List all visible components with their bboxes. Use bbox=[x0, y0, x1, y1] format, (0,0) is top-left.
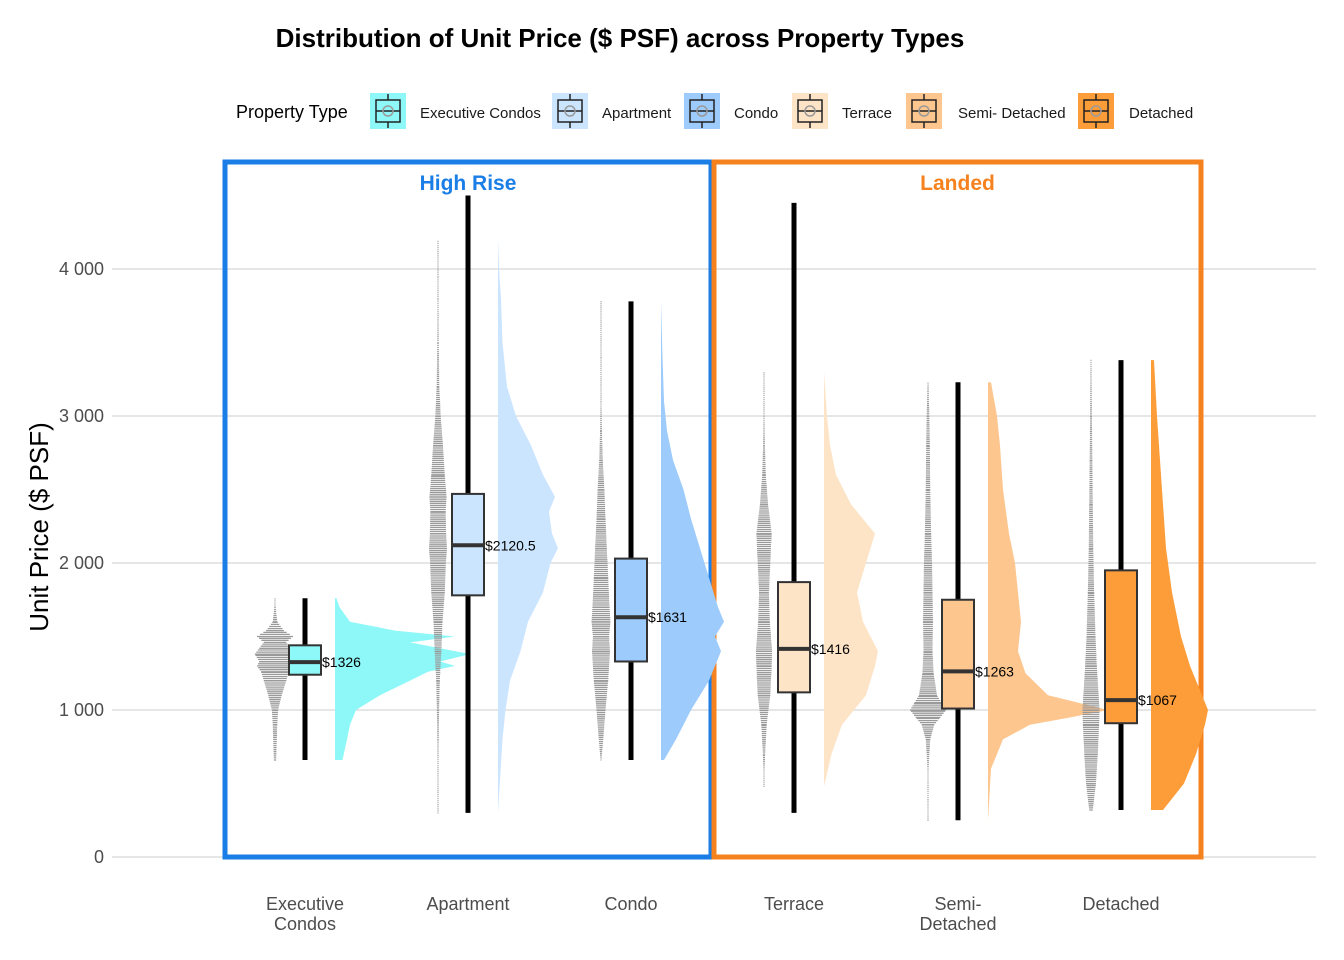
y-axis: 0 1 000 2 000 3 000 4 000 bbox=[59, 259, 104, 867]
median-label-apartment: $2120.5 bbox=[485, 537, 536, 553]
box-executive-condos bbox=[288, 644, 322, 676]
box-semi-detached bbox=[941, 598, 975, 710]
legend-key-apartment bbox=[552, 93, 588, 129]
median-label-terrace: $1416 bbox=[811, 641, 850, 657]
box-condo bbox=[614, 557, 648, 663]
x-tick-label-terrace: Terrace bbox=[764, 894, 824, 914]
y-tick-label: 0 bbox=[94, 847, 104, 867]
category-semi-detached: $1263 bbox=[910, 382, 1108, 821]
points-terrace bbox=[755, 372, 773, 788]
y-axis-label: Unit Price ($ PSF) bbox=[24, 422, 54, 632]
legend-label-semi-detached: Semi- Detached bbox=[958, 105, 1066, 122]
points-executive-condos bbox=[254, 598, 296, 761]
legend-label-terrace: Terrace bbox=[842, 105, 892, 122]
legend-title: Property Type bbox=[236, 102, 348, 122]
x-tick-label-detached: Detached bbox=[1082, 894, 1159, 914]
legend-point bbox=[1090, 105, 1102, 117]
points-semi-detached bbox=[910, 382, 946, 821]
legend-key-condo bbox=[684, 93, 720, 129]
category-condo: $1631 bbox=[591, 300, 724, 761]
box-terrace bbox=[777, 581, 811, 694]
y-tick-label: 3 000 bbox=[59, 406, 104, 426]
points-condo bbox=[591, 300, 611, 761]
legend-key-executive-condos bbox=[370, 93, 406, 129]
points-detached bbox=[1082, 359, 1100, 811]
legend-point bbox=[804, 105, 816, 117]
density-executive-condos bbox=[335, 598, 470, 760]
category-terrace: $1416 bbox=[755, 202, 878, 813]
legend-key-detached bbox=[1078, 93, 1114, 129]
legend-key-terrace bbox=[792, 93, 828, 129]
legend-label-apartment: Apartment bbox=[602, 105, 672, 122]
category-apartment: $2120.5 bbox=[429, 195, 558, 814]
x-tick-label-semi-detached: Semi-Detached bbox=[919, 894, 996, 934]
group-frame-high-rise bbox=[222, 159, 714, 860]
box-detached bbox=[1104, 569, 1138, 725]
legend-point bbox=[564, 105, 576, 117]
y-tick-label: 4 000 bbox=[59, 259, 104, 279]
group-label-high-rise: High Rise bbox=[420, 172, 517, 195]
x-axis: Executive Condos Apartment Condo Terrace Semi… bbox=[266, 894, 1160, 934]
x-tick-label-apartment: Apartment bbox=[426, 894, 509, 914]
legend-label-executive-condos: Executive Condos bbox=[420, 105, 541, 122]
legend-point bbox=[918, 105, 930, 117]
legend-key-semi-detached bbox=[906, 93, 942, 129]
density-detached bbox=[1151, 360, 1208, 810]
plot-marks: $1326 $2120.5 $1631 $1416 $1263 $1067 bbox=[254, 195, 1208, 821]
density-terrace bbox=[824, 371, 878, 787]
density-apartment bbox=[498, 239, 558, 813]
category-detached: $1067 bbox=[1082, 359, 1208, 811]
group-frames: High Rise Landed bbox=[222, 159, 1204, 860]
legend-point bbox=[696, 105, 708, 117]
median-label-detached: $1067 bbox=[1138, 692, 1177, 708]
group-frame-landed bbox=[711, 159, 1204, 860]
x-tick-label-executive-condos: Executive Condos bbox=[266, 894, 344, 934]
median-label-executive-condos: $1326 bbox=[322, 654, 361, 670]
density-condo bbox=[661, 301, 724, 760]
y-tick-label: 2 000 bbox=[59, 553, 104, 573]
x-tick-label-condo: Condo bbox=[604, 894, 657, 914]
median-label-condo: $1631 bbox=[648, 609, 687, 625]
density-semi-detached bbox=[988, 382, 1108, 821]
legend-label-condo: Condo bbox=[734, 105, 778, 122]
legend-point bbox=[382, 105, 394, 117]
legend: Property Type Executive Condos Apartment Co… bbox=[236, 93, 1193, 129]
legend-label-detached: Detached bbox=[1129, 105, 1193, 122]
group-label-landed: Landed bbox=[920, 172, 995, 195]
points-apartment bbox=[429, 240, 447, 814]
median-label-semi-detached: $1263 bbox=[975, 663, 1014, 679]
y-tick-label: 1 000 bbox=[59, 700, 104, 720]
chart-title: Distribution of Unit Price ($ PSF) acros… bbox=[276, 23, 965, 53]
